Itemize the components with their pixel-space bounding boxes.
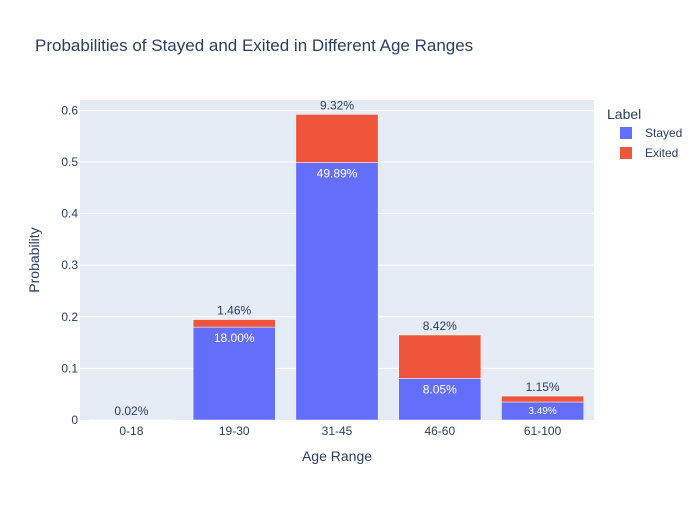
data-label-stayed: 18.00% bbox=[214, 331, 255, 345]
bar-exited-61-100 bbox=[501, 396, 583, 402]
bar-exited-19-30 bbox=[193, 320, 275, 328]
legend-title: Label bbox=[607, 106, 641, 122]
data-label-exited: 8.42% bbox=[423, 319, 457, 333]
data-label-stayed: 49.89% bbox=[317, 167, 358, 181]
data-label-exited: 0.02% bbox=[114, 404, 148, 418]
x-tick-label: 0-18 bbox=[119, 424, 143, 438]
legend-swatch-exited[interactable] bbox=[620, 147, 632, 159]
chart-title: Probabilities of Stayed and Exited in Di… bbox=[35, 36, 473, 55]
y-axis-title: Probability bbox=[26, 227, 42, 292]
bar-exited-31-45 bbox=[296, 114, 378, 162]
legend-label-exited[interactable]: Exited bbox=[645, 146, 678, 160]
legend-label-stayed[interactable]: Stayed bbox=[645, 126, 682, 140]
x-tick-label: 46-60 bbox=[424, 424, 455, 438]
y-tick-label: 0.3 bbox=[61, 258, 78, 272]
x-axis-title: Age Range bbox=[302, 448, 372, 464]
data-label-stayed: 8.05% bbox=[423, 382, 457, 396]
x-tick-label: 19-30 bbox=[219, 424, 250, 438]
x-tick-label: 61-100 bbox=[524, 424, 562, 438]
y-tick-label: 0.1 bbox=[61, 361, 78, 375]
y-tick-label: 0.6 bbox=[61, 103, 78, 117]
legend-swatch-stayed[interactable] bbox=[620, 127, 632, 139]
data-label-exited: 9.32% bbox=[320, 98, 354, 112]
y-tick-label: 0.2 bbox=[61, 310, 78, 324]
y-tick-label: 0.5 bbox=[61, 155, 78, 169]
bar-stayed-31-45 bbox=[296, 163, 378, 420]
data-label-stayed: 3.49% bbox=[528, 406, 556, 417]
data-label-exited: 1.15% bbox=[526, 380, 560, 394]
x-tick-label: 31-45 bbox=[322, 424, 353, 438]
data-label-exited: 1.46% bbox=[217, 304, 251, 318]
y-tick-label: 0 bbox=[71, 413, 78, 427]
y-tick-label: 0.4 bbox=[61, 207, 78, 221]
bar-exited-46-60 bbox=[399, 335, 481, 378]
